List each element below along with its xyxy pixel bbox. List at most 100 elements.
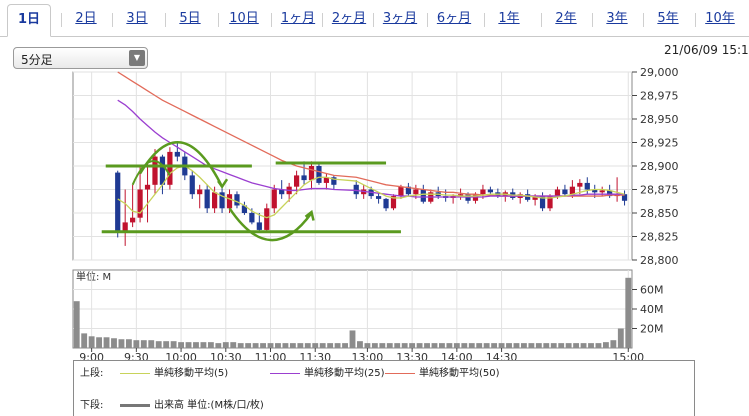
arc-arrowhead — [304, 209, 315, 221]
volume-bar — [394, 343, 401, 348]
volume-bar — [379, 343, 386, 348]
tab-2[interactable]: 2日 — [75, 11, 97, 26]
candle-body — [547, 196, 553, 209]
volume-bar — [237, 343, 244, 348]
tab-separator — [427, 13, 428, 27]
candle-body — [204, 189, 210, 209]
volume-bar — [81, 333, 88, 348]
tab-4[interactable]: 5日 — [179, 11, 201, 26]
period-tabs: 1日 2日 3日 5日 10日 1ヶ月 2ヶ月 3ヶ月 6ヶ月 1年 2年 3年 5年 10年 — [0, 0, 749, 37]
legend-ma50: 単純移動平均(50) — [379, 364, 500, 379]
legend-ma50-label: 単純移動平均(50) — [419, 368, 500, 379]
volume-bar — [513, 343, 520, 348]
volume-bar — [222, 342, 229, 348]
tab-7[interactable]: 2ヶ月 — [331, 11, 367, 26]
volume-bar — [431, 343, 438, 348]
candle-body — [167, 151, 173, 185]
arc-annotation — [139, 141, 224, 188]
volume-bar — [163, 341, 170, 348]
volume-bar — [453, 343, 460, 348]
volume-bar — [446, 343, 453, 348]
candle-body — [301, 175, 307, 181]
chevron-down-icon[interactable]: ▼ — [129, 50, 145, 66]
volume-bar — [312, 343, 319, 348]
volume-bar — [96, 337, 103, 348]
price-tick-label: 29,000 — [640, 66, 679, 79]
volume-bar — [416, 343, 423, 348]
volume-bar — [357, 341, 363, 348]
tab-12[interactable]: 3年 — [606, 11, 628, 26]
tab-separator — [643, 13, 644, 27]
volume-bar — [498, 343, 505, 348]
candle-body — [487, 189, 493, 193]
volume-bar — [602, 342, 609, 348]
volume-bar — [103, 337, 110, 348]
tab-separator — [373, 13, 374, 27]
volume-bar — [550, 343, 557, 348]
volume-tick-label: 60M — [640, 284, 664, 297]
volume-bar — [245, 343, 252, 348]
legend-lower-label: 下段: — [80, 400, 104, 411]
candle-body — [525, 194, 531, 200]
candle-body — [271, 189, 277, 209]
volume-bar — [580, 343, 587, 348]
volume-bar — [401, 343, 408, 348]
tab-11[interactable]: 2年 — [555, 11, 577, 26]
volume-bar — [364, 343, 371, 348]
tab-14[interactable]: 10年 — [705, 11, 735, 26]
candle-body — [457, 194, 464, 197]
tab-3[interactable]: 3日 — [126, 11, 148, 26]
legend-ma25: 単純移動平均(25) — [264, 364, 385, 379]
candle-body — [480, 189, 486, 195]
volume-bar — [461, 343, 468, 348]
candle-body — [323, 177, 330, 183]
candle-body — [316, 166, 322, 183]
tab-1[interactable]: 1日 — [7, 4, 51, 37]
candle-body — [375, 196, 382, 199]
volume-bar — [371, 343, 378, 348]
candle-body — [264, 208, 270, 230]
volume-bar — [491, 343, 498, 348]
volume-bar — [468, 343, 475, 348]
volume-bar — [610, 340, 617, 348]
price-tick-label: 28,800 — [640, 254, 679, 267]
volume-bar — [319, 343, 326, 348]
volume-bar — [252, 343, 259, 348]
volume-bar — [543, 343, 550, 348]
candle-body — [226, 194, 233, 209]
volume-bar — [476, 343, 483, 348]
tab-9[interactable]: 6ヶ月 — [436, 11, 472, 26]
volume-bar — [528, 343, 535, 348]
volume-bar — [111, 338, 117, 348]
tab-separator — [61, 13, 62, 27]
candle-body — [137, 189, 143, 218]
candle-body — [122, 222, 128, 232]
tab-5[interactable]: 10日 — [229, 11, 259, 26]
volume-bar — [155, 341, 162, 348]
volume-bar — [170, 341, 177, 348]
candle-body — [212, 192, 218, 209]
candle-body — [539, 196, 546, 209]
candle-body — [405, 186, 412, 195]
volume-bar — [118, 339, 125, 348]
bar-interval-select[interactable]: 5分足 ▼ — [13, 47, 148, 69]
volume-bar — [439, 343, 445, 348]
tab-6[interactable]: 1ヶ月 — [280, 11, 316, 26]
volume-bar — [349, 330, 356, 348]
tab-13[interactable]: 5年 — [657, 11, 679, 26]
candle-body — [599, 190, 605, 193]
volume-bar — [617, 328, 624, 348]
legend-upper-label: 上段: — [80, 368, 104, 379]
volume-bar — [386, 343, 393, 348]
volume-bar — [207, 342, 214, 348]
tab-8[interactable]: 3ヶ月 — [382, 11, 418, 26]
legend-ma5-label: 単純移動平均(5) — [154, 368, 229, 379]
volume-bar — [535, 343, 542, 348]
tab-separator — [271, 13, 272, 27]
tab-10[interactable]: 1年 — [498, 11, 520, 26]
candle-body — [577, 182, 583, 187]
volume-bar — [558, 343, 565, 348]
price-tick-label: 28,825 — [640, 231, 679, 244]
volume-bar — [185, 342, 192, 348]
